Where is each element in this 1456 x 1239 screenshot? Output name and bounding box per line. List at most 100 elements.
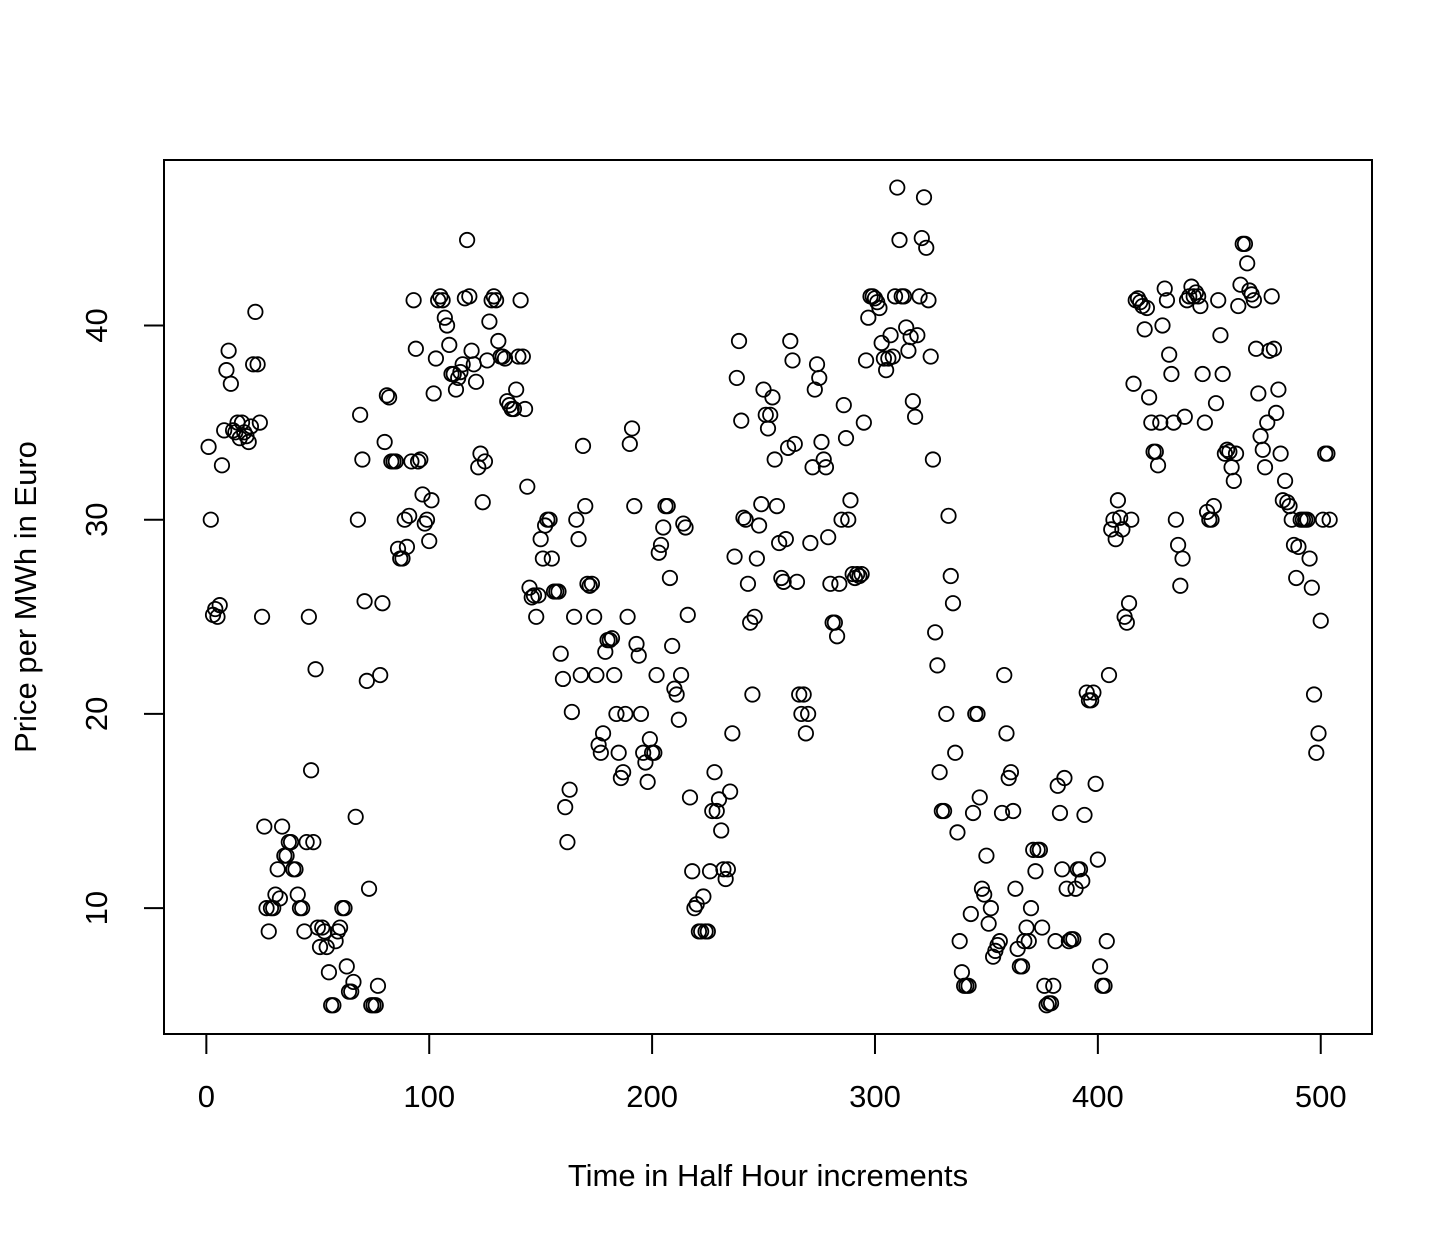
data-point [1025,841,1042,858]
data-point [372,666,389,684]
data-point [592,744,609,761]
data-point [1314,511,1332,528]
data-point [530,587,547,604]
data-point [737,511,754,528]
data-point [378,387,395,404]
data-point [588,666,605,684]
data-point [200,438,217,455]
data-point [891,231,908,249]
data-point [784,352,801,369]
x-axis: 0 100 200 300 400 500 [198,1033,1347,1114]
data-point [655,519,672,536]
data-point [927,624,944,641]
data-point [998,725,1015,742]
data-point [661,569,679,587]
data-point [414,486,431,503]
data-point [906,408,924,425]
data-point [1283,511,1300,528]
data-point [510,348,527,365]
data-point [978,847,995,864]
data-point [1085,684,1102,701]
data-point [835,397,852,414]
data-point [454,356,471,373]
data-point [554,670,572,688]
data-point [715,861,732,878]
data-point [744,686,761,703]
data-point [242,418,260,435]
data-point [1232,276,1249,293]
data-point [628,635,645,653]
data-point [211,597,228,614]
data-point [1114,521,1131,538]
data-point [561,781,578,798]
data-point [559,834,576,851]
data-point [1154,317,1171,334]
data-point [425,385,442,402]
data-point [726,548,743,565]
data-point [452,363,469,381]
data-point [699,923,716,940]
data-point [817,459,835,476]
data-point [1002,764,1020,781]
data-point [619,608,636,625]
data-point [724,725,741,742]
data-point [1167,511,1184,528]
data-point [407,340,424,357]
data-point [828,628,846,645]
data-points [200,179,1338,1014]
data-point [804,459,821,476]
data-point [815,451,832,468]
data-point [1263,288,1280,305]
y-tick-label: 20 [79,697,114,731]
data-point [1036,977,1053,994]
data-point [1207,395,1225,412]
data-point [996,666,1013,684]
data-point [857,352,875,369]
data-point [777,531,794,548]
data-point [635,744,652,761]
x-tick-label: 200 [626,1079,678,1114]
data-point [213,457,231,474]
data-point [401,507,418,524]
data-point [1071,861,1089,878]
data-point [717,870,734,888]
data-point [1194,365,1211,383]
data-point [1156,280,1173,297]
data-point [1141,389,1158,406]
data-point [782,332,799,350]
data-point [240,433,257,451]
data-point [1112,509,1129,526]
data-point [766,451,783,468]
data-point [271,890,288,907]
data-point [750,517,768,534]
data-point [563,703,580,721]
data-point [1125,375,1142,392]
data-point [398,538,416,555]
data-point [813,433,830,451]
data-point [920,292,937,309]
data-point [951,933,968,950]
data-point [1076,806,1093,824]
data-point [494,348,511,365]
data-point [472,445,489,462]
data-point [409,453,427,470]
data-point [853,565,870,583]
data-point [508,381,525,398]
data-point [684,863,701,880]
data-point [802,534,819,552]
data-point [911,288,928,305]
data-point [260,923,277,940]
data-point [269,861,286,878]
data-point [1172,577,1189,594]
x-tick-label: 300 [849,1079,901,1114]
data-point [1259,414,1276,431]
data-point [681,789,699,806]
data-point [664,637,681,655]
data-point [1109,492,1127,509]
data-point [1161,346,1178,363]
data-point [982,900,999,917]
data-point [938,705,955,723]
data-point [447,381,465,398]
data-point [1089,851,1106,868]
